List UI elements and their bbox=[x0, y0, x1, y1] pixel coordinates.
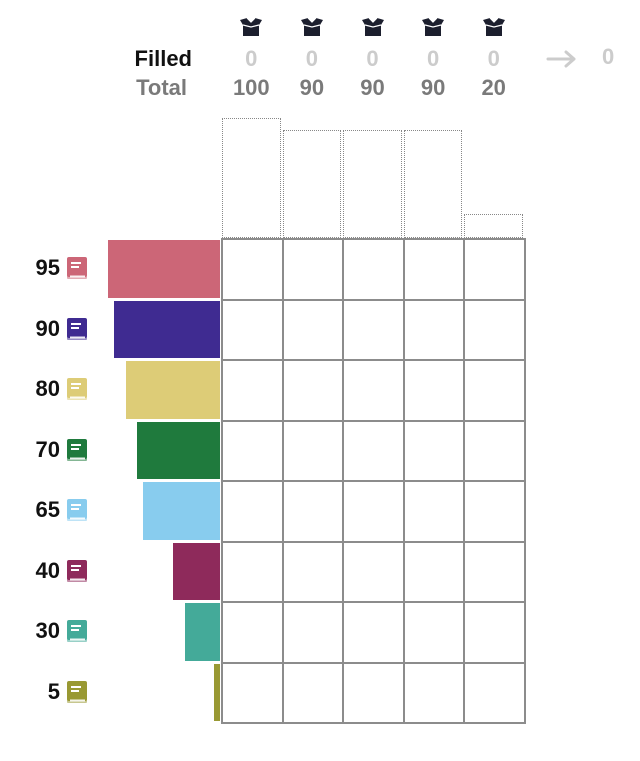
grid-cell[interactable] bbox=[281, 298, 345, 361]
item-value-label: 95 bbox=[35, 255, 60, 281]
item-value-label: 70 bbox=[35, 436, 60, 462]
grid-cell[interactable] bbox=[281, 480, 345, 543]
grid-cell[interactable] bbox=[342, 419, 405, 482]
grid-cell[interactable] bbox=[463, 540, 526, 603]
grid-cell[interactable] bbox=[463, 238, 526, 301]
right-arrow-icon bbox=[546, 50, 576, 68]
grid-cell[interactable] bbox=[342, 661, 405, 724]
book-icon bbox=[66, 559, 88, 583]
grid-cell[interactable] bbox=[281, 359, 345, 422]
item-bar[interactable] bbox=[108, 240, 220, 298]
grid-cell[interactable] bbox=[463, 661, 526, 724]
grid-cell[interactable] bbox=[463, 601, 526, 664]
grid-cell[interactable] bbox=[402, 661, 466, 724]
total-filled-sum: 0 bbox=[602, 44, 615, 69]
filled-row-label: Filled bbox=[134, 46, 192, 71]
item-bar[interactable] bbox=[214, 663, 220, 721]
knapsack-capacity-outline bbox=[222, 118, 281, 238]
total-row-label: Total bbox=[136, 75, 187, 100]
grid-cell[interactable] bbox=[342, 601, 405, 664]
knapsack-total-value: 90 bbox=[360, 75, 385, 100]
item-bar[interactable] bbox=[125, 361, 220, 419]
knapsack-total-value: 100 bbox=[232, 75, 270, 100]
knapsack-filled-value: 0 bbox=[366, 46, 379, 71]
book-icon bbox=[66, 317, 88, 341]
knapsack-total-value: 90 bbox=[420, 75, 446, 100]
grid-cell[interactable] bbox=[281, 601, 345, 664]
grid-cell[interactable] bbox=[342, 238, 405, 301]
grid-cell[interactable] bbox=[463, 419, 526, 482]
grid-cell[interactable] bbox=[221, 540, 284, 603]
grid-cell[interactable] bbox=[221, 359, 284, 422]
knapsack-capacity-outline bbox=[403, 130, 463, 238]
item-value-label: 65 bbox=[35, 497, 60, 523]
knapsack-capacity-outline bbox=[282, 130, 342, 238]
grid-cell[interactable] bbox=[221, 661, 284, 724]
item-bar[interactable] bbox=[143, 482, 220, 540]
book-icon bbox=[66, 619, 88, 643]
grid-cell[interactable] bbox=[342, 298, 405, 361]
grid-cell[interactable] bbox=[402, 601, 466, 664]
open-box-icon[interactable] bbox=[361, 16, 384, 38]
book-icon bbox=[66, 377, 88, 401]
item-value-label: 40 bbox=[35, 557, 60, 583]
grid-cell[interactable] bbox=[281, 661, 345, 724]
grid-cell[interactable] bbox=[402, 238, 466, 301]
item-value-label: 90 bbox=[35, 315, 60, 341]
grid-cell[interactable] bbox=[281, 419, 345, 482]
knapsack-capacity-outline bbox=[464, 214, 523, 238]
open-box-icon[interactable] bbox=[300, 16, 323, 38]
grid-cell[interactable] bbox=[402, 419, 466, 482]
item-value-label: 80 bbox=[35, 376, 60, 402]
grid-cell[interactable] bbox=[463, 298, 526, 361]
knapsack-total-value: 90 bbox=[299, 75, 325, 100]
knapsack-total-value: 20 bbox=[481, 75, 506, 100]
knapsack-filled-value: 0 bbox=[426, 46, 440, 71]
grid-cell[interactable] bbox=[402, 359, 466, 422]
grid-cell[interactable] bbox=[342, 359, 405, 422]
item-value-label: 30 bbox=[35, 618, 60, 644]
grid-cell[interactable] bbox=[402, 480, 466, 543]
item-bar[interactable] bbox=[113, 300, 220, 358]
grid-cell[interactable] bbox=[221, 419, 284, 482]
item-bar[interactable] bbox=[172, 542, 220, 600]
book-icon bbox=[66, 680, 88, 704]
item-bar[interactable] bbox=[184, 603, 220, 661]
grid-cell[interactable] bbox=[221, 480, 284, 543]
open-box-icon[interactable] bbox=[482, 16, 505, 38]
grid-cell[interactable] bbox=[221, 601, 284, 664]
open-box-icon[interactable] bbox=[240, 16, 263, 38]
grid-cell[interactable] bbox=[463, 359, 526, 422]
grid-cell[interactable] bbox=[221, 238, 284, 301]
book-icon bbox=[66, 438, 88, 462]
grid-cell[interactable] bbox=[221, 298, 284, 361]
item-bar[interactable] bbox=[137, 421, 220, 479]
grid-cell[interactable] bbox=[463, 480, 526, 543]
book-icon bbox=[66, 498, 88, 522]
grid-cell[interactable] bbox=[402, 298, 466, 361]
knapsack-capacity-outline bbox=[343, 130, 402, 238]
knapsack-filled-value: 0 bbox=[305, 46, 319, 71]
grid-cell[interactable] bbox=[342, 540, 405, 603]
knapsack-filled-value: 0 bbox=[245, 46, 258, 71]
grid-cell[interactable] bbox=[281, 238, 345, 301]
grid-cell[interactable] bbox=[402, 540, 466, 603]
knapsack-filled-value: 0 bbox=[487, 46, 500, 71]
grid-cell[interactable] bbox=[342, 480, 405, 543]
grid-cell[interactable] bbox=[281, 540, 345, 603]
open-box-icon[interactable] bbox=[422, 16, 445, 38]
book-icon bbox=[66, 256, 88, 280]
item-value-label: 5 bbox=[47, 678, 60, 704]
